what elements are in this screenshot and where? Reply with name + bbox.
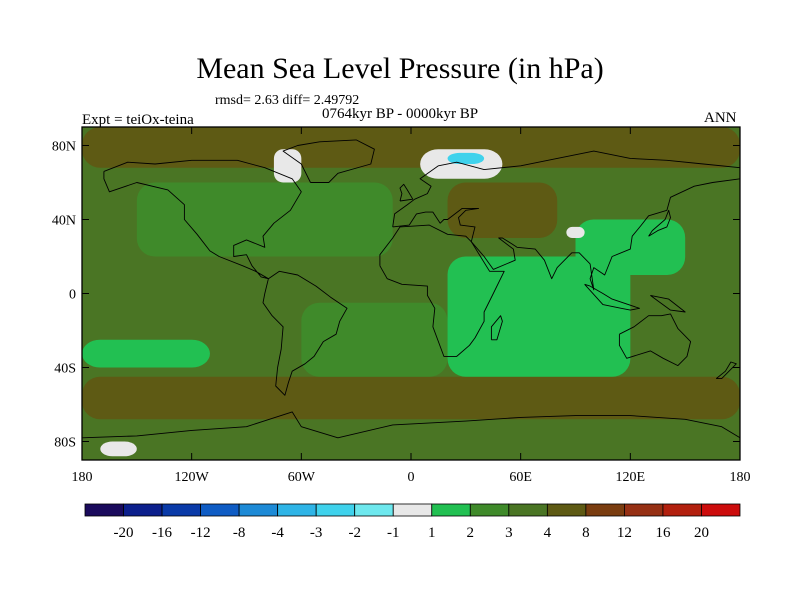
colorbar-label: 3 (505, 525, 513, 541)
field-region-arctic-brown-band (82, 127, 740, 168)
colorbar-swatch (546, 503, 587, 517)
axis-ticks: 180 120W 60W 0 60E 120E 180 80N 40N 0 40S 80S (52, 127, 751, 485)
colorbar-swatch (469, 503, 510, 517)
colorbar-swatch (508, 503, 548, 517)
colorbar-label: 20 (694, 525, 709, 541)
colorbar-swatch (431, 503, 471, 517)
colorbar-label: -4 (271, 525, 284, 541)
colorbar-label: -20 (114, 525, 134, 541)
coastline-africa (379, 224, 505, 357)
coastline-indonesia (584, 283, 640, 311)
coastline-british-isles (399, 183, 414, 202)
colorbar-swatch (123, 503, 163, 517)
coastline-madagascar (490, 315, 503, 341)
colorbar-label: 1 (428, 525, 436, 541)
experiment-label: Expt = teiOx-teina (82, 112, 194, 128)
colorbar-swatch (161, 503, 201, 517)
chart-title: Mean Sea Level Pressure (in hPa) (196, 52, 604, 85)
coastline-australia (618, 313, 692, 367)
colorbar-label: 2 (467, 525, 475, 541)
field-region-eurasia-brown (447, 182, 558, 238)
x-tick-label: 180 (72, 470, 93, 485)
colorbar-label: -3 (310, 525, 323, 541)
y-tick-label: 80N (52, 140, 76, 155)
colorbar-label: 16 (655, 525, 671, 541)
x-tick-label: 180 (730, 470, 751, 485)
x-tick-label: 60W (288, 470, 316, 485)
colorbar-swatch (277, 503, 317, 517)
colorbar-label: -12 (191, 525, 211, 541)
colorbar-label: -2 (348, 525, 361, 541)
coastlines (81, 139, 741, 439)
field-region-north-atlantic-green (136, 182, 393, 257)
coastline-north-america (103, 159, 302, 280)
coastline-antarctica (81, 411, 741, 439)
period-label: 0764kyr BP - 0000kyr BP (322, 106, 479, 122)
pressure-field (82, 127, 740, 460)
colorbar-label: -16 (152, 525, 172, 541)
colorbar-label: 4 (544, 525, 552, 541)
coastline-south-america (262, 270, 348, 396)
colorbar-swatch (354, 503, 394, 517)
colorbar-swatch (624, 503, 664, 517)
field-region-southern-brown-band (82, 376, 740, 420)
field-region-south-atlantic-green (301, 302, 448, 377)
season-label: ANN (704, 110, 737, 126)
x-tick-label: 120W (175, 470, 210, 485)
colorbar-label: -1 (387, 525, 400, 541)
y-tick-label: 0 (69, 288, 76, 303)
colorbar-swatch (315, 503, 356, 517)
colorbar-swatch (238, 503, 279, 517)
colorbar-swatch (200, 503, 240, 517)
colorbar-swatch (84, 503, 124, 517)
colorbar: -20 -16 -12 -8 -4 -3 -2 -1 1 2 3 4 8 12 16 20 (84, 503, 741, 541)
y-tick-label: 40N (52, 214, 76, 229)
field-region-barents-cyan (447, 152, 485, 164)
coastline-greenland (282, 139, 375, 183)
x-tick-label: 0 (408, 470, 415, 485)
x-tick-label: 120E (616, 470, 646, 485)
y-tick-label: 40S (54, 362, 76, 377)
field-region-tibet-ice (566, 226, 585, 238)
field-region-south-pacific-bright (82, 339, 210, 368)
coastline-japan (648, 209, 671, 237)
coastline-new-guinea (650, 294, 686, 313)
coastline-eurasia (392, 150, 741, 291)
x-tick-label: 60E (509, 470, 532, 485)
colorbar-swatch (662, 503, 702, 517)
colorbar-label: -8 (233, 525, 246, 541)
coastline-new-zealand (715, 361, 737, 380)
colorbar-label: 12 (617, 525, 632, 541)
colorbar-swatch (701, 503, 741, 517)
stats-label: rmsd= 2.63 diff= 2.49792 (215, 93, 360, 108)
colorbar-swatch (392, 503, 433, 517)
field-region-indian-ocean-bright (447, 256, 631, 377)
field-region-antarctic-ice (100, 441, 137, 457)
colorbar-label: 8 (582, 525, 590, 541)
colorbar-swatch (585, 503, 625, 517)
y-tick-label: 80S (54, 436, 76, 451)
